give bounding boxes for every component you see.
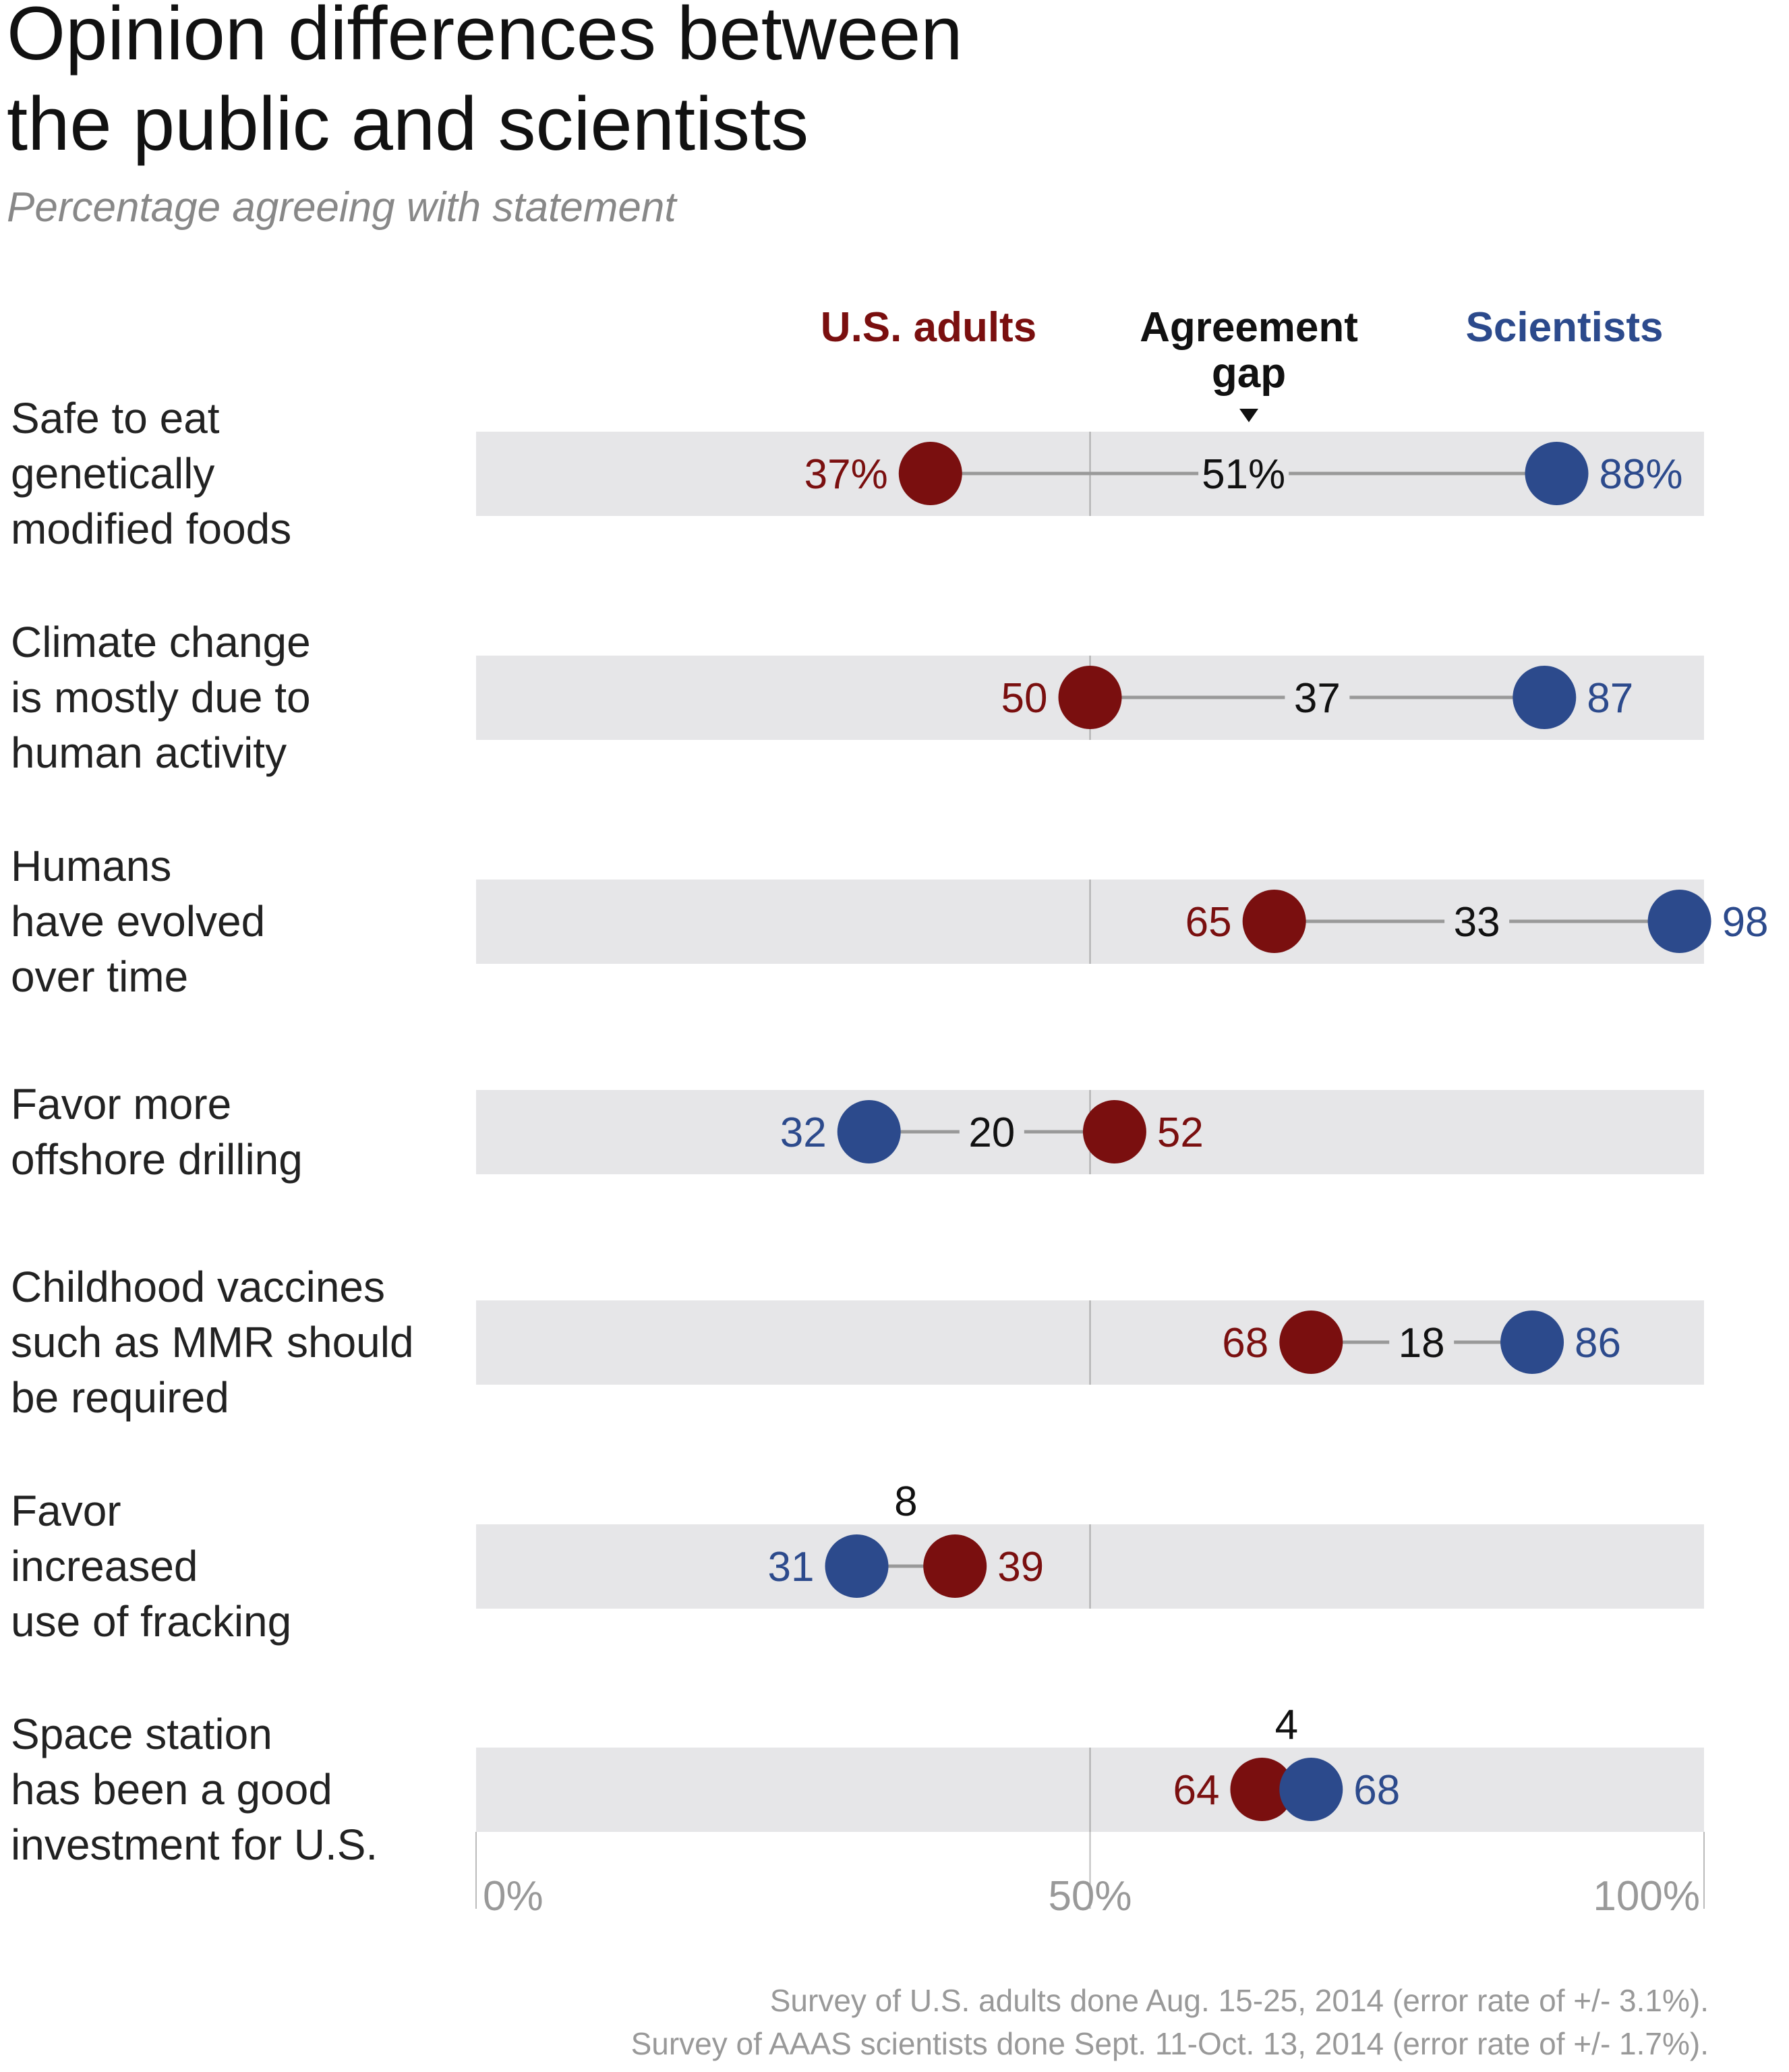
scientists-dot (837, 1100, 901, 1163)
scientists-value-label: 32 (780, 1110, 827, 1156)
row-3: Favor more offshore drilling 20 52 32 (11, 1080, 1704, 1184)
scientists-value-label: 88% (1599, 451, 1682, 498)
scientists-value-label: 87 (1587, 675, 1633, 722)
adults-value-label: 50 (1001, 675, 1048, 722)
gap-label: 51% (1202, 451, 1285, 498)
adults-dot (923, 1534, 987, 1598)
scientists-dot (1279, 1758, 1343, 1821)
footnote-2: Survey of AAAS scientists done Sept. 11-… (631, 2026, 1709, 2061)
scientists-dot (825, 1534, 889, 1598)
gap-label: 33 (1454, 899, 1500, 946)
row-label-line: genetically (11, 449, 214, 498)
gap-label-bg (959, 1105, 1024, 1159)
row-label-line: use of fracking (11, 1597, 291, 1646)
row-6: Space station has been a good investment f… (11, 1702, 1704, 1869)
chart-title-line-1: Opinion differences between (7, 0, 963, 76)
row-label-line: modified foods (11, 505, 291, 553)
row-label-line: have evolved (11, 897, 265, 946)
scientists-value-label: 68 (1353, 1767, 1400, 1814)
adults-value-label: 37% (804, 451, 888, 498)
scientists-value-label: 31 (768, 1544, 815, 1590)
legend-scientists: Scientists (1466, 304, 1664, 351)
row-label-line: Humans (11, 842, 171, 890)
row-1: Climate change is mostly due to human acti… (11, 618, 1704, 777)
row-label-line: Favor more (11, 1080, 231, 1128)
row-label-line: Safe to eat (11, 394, 220, 442)
scientists-dot (1647, 890, 1711, 953)
scientists-value-label: 98 (1722, 899, 1769, 946)
row-label-line: investment for U.S. (11, 1820, 378, 1869)
adults-value-label: 68 (1222, 1320, 1268, 1366)
row-label-line: be required (11, 1373, 229, 1422)
gap-label: 20 (968, 1110, 1015, 1156)
row-label-line: has been a good (11, 1765, 332, 1814)
axis-tick-label: 100% (1593, 1873, 1700, 1920)
adults-value-label: 39 (997, 1544, 1044, 1590)
gap-label-bg (1444, 894, 1510, 948)
row-label-line: Space station (11, 1710, 272, 1758)
legend-gap-line-1: Agreement (1140, 304, 1358, 351)
row-label-line: over time (11, 952, 188, 1001)
row-label-line: Climate change (11, 618, 311, 666)
row-4: Childhood vaccines such as MMR should be r… (11, 1263, 1704, 1422)
scientists-dot (1525, 442, 1589, 505)
footnote-1: Survey of U.S. adults done Aug. 15-25, 2… (770, 1983, 1709, 2018)
adults-dot (1242, 890, 1306, 953)
chart-title-line-2: the public and scientists (7, 82, 809, 166)
gap-label: 8 (894, 1478, 917, 1525)
scientists-value-label: 86 (1575, 1320, 1621, 1366)
gap-label: 18 (1399, 1320, 1445, 1366)
row-label-line: Childhood vaccines (11, 1263, 385, 1311)
row-0: Safe to eat genetically modified foods 51% 3… (11, 394, 1704, 553)
adults-dot (1279, 1311, 1343, 1374)
gap-label-bg (1198, 447, 1289, 500)
chart-subtitle: Percentage agreeing with statement (7, 184, 678, 231)
adults-dot (1230, 1758, 1294, 1821)
adults-dot (1058, 666, 1122, 729)
row-label-line: offshore drilling (11, 1135, 303, 1184)
legend-adults: U.S. adults (821, 304, 1036, 351)
adults-value-label: 52 (1157, 1110, 1204, 1156)
adults-value-label: 64 (1173, 1767, 1219, 1814)
adults-dot (1082, 1100, 1146, 1163)
row-label-line: increased (11, 1542, 198, 1590)
axis-tick-label: 0% (483, 1873, 544, 1920)
adults-value-label: 65 (1185, 899, 1232, 946)
row-label-line: such as MMR should (11, 1318, 414, 1366)
row-label-line: is mostly due to (11, 673, 311, 722)
gap-label: 37 (1294, 675, 1341, 722)
row-label-line: Favor (11, 1487, 121, 1535)
gap-label-bg (1389, 1315, 1455, 1369)
row-2: Humans have evolved over time 33 65 98 (11, 842, 1769, 1001)
scientists-dot (1500, 1311, 1564, 1374)
gap-label: 4 (1275, 1702, 1298, 1748)
row-5: Favor increased use of fracking 8 39 31 (11, 1478, 1704, 1646)
gap-label-bg (1285, 670, 1350, 724)
scientists-dot (1513, 666, 1577, 729)
adults-dot (898, 442, 962, 505)
row-label-line: human activity (11, 728, 287, 777)
axis-tick-label: 50% (1048, 1873, 1132, 1920)
legend-gap-line-2: gap (1212, 350, 1286, 397)
gap-arrow-icon (1239, 409, 1258, 422)
